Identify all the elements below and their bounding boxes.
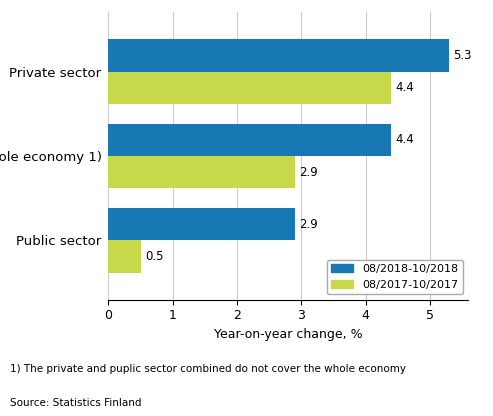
Text: 5.3: 5.3 xyxy=(454,49,472,62)
X-axis label: Year-on-year change, %: Year-on-year change, % xyxy=(214,328,363,341)
Text: 0.5: 0.5 xyxy=(145,250,164,263)
Text: 1) The private and puplic sector combined do not cover the whole economy: 1) The private and puplic sector combine… xyxy=(10,364,406,374)
Legend: 08/2018-10/2018, 08/2017-10/2017: 08/2018-10/2018, 08/2017-10/2017 xyxy=(327,260,463,294)
Text: Source: Statistics Finland: Source: Statistics Finland xyxy=(10,398,141,408)
Text: 2.9: 2.9 xyxy=(299,218,318,231)
Bar xyxy=(108,240,141,272)
Bar xyxy=(108,124,391,156)
Text: 4.4: 4.4 xyxy=(396,134,415,146)
Bar xyxy=(108,40,449,72)
Text: 2.9: 2.9 xyxy=(299,166,318,178)
Text: 4.4: 4.4 xyxy=(396,81,415,94)
Bar xyxy=(108,72,391,104)
Bar xyxy=(108,208,295,240)
Bar xyxy=(108,156,295,188)
